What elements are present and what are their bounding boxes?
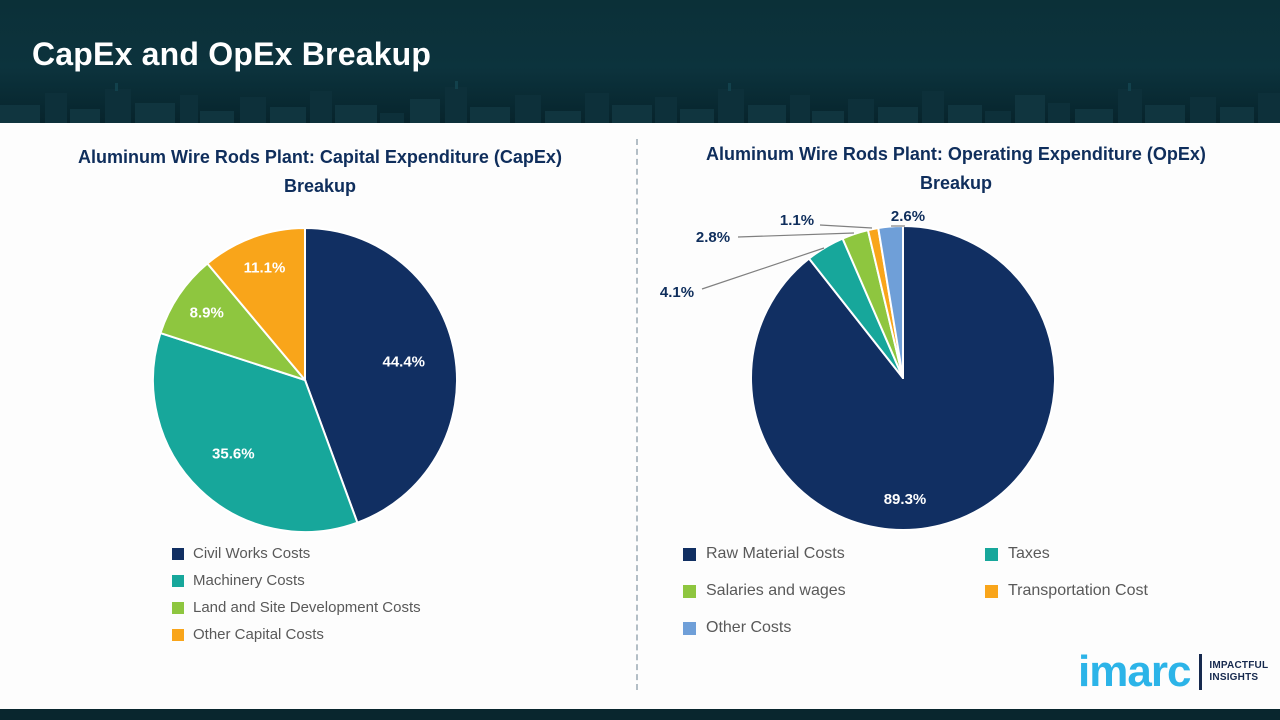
legend-swatch <box>172 628 184 641</box>
imarc-wordmark: imarc <box>1078 647 1191 696</box>
opex-title-line2: Breakup <box>919 173 993 193</box>
legend-label: Taxes <box>1008 545 1050 562</box>
pie-value-label: 1.1% <box>780 212 814 229</box>
legend-item: Taxes <box>985 543 1148 565</box>
tagline-line2: INSIGHTS <box>1209 672 1259 683</box>
opex-pie-chart: 89.3% 4.1% 2.8% 1.1% 2.6% <box>660 208 1056 531</box>
section-divider <box>636 139 638 690</box>
page-title: CapEx and OpEx Breakup <box>32 36 432 72</box>
legend-label: Other Capital Costs <box>193 626 324 643</box>
pie-slice <box>304 227 458 524</box>
imarc-logo: imarc IMPACTFUL INSIGHTS <box>1078 650 1268 694</box>
legend-item: Land and Site Development Costs <box>172 594 421 621</box>
capex-legend: Civil Works Costs Machinery Costs Land and… <box>172 540 421 648</box>
legend-swatch <box>985 547 998 561</box>
header: CapEx and OpEx Breakup <box>0 0 1280 123</box>
logo-divider-bar <box>1199 654 1203 690</box>
legend-item: Civil Works Costs <box>172 540 421 567</box>
city-skyline-graphic <box>0 81 1280 123</box>
legend-swatch <box>683 547 696 561</box>
opex-legend: Raw Material Costs Taxes Salaries and wage… <box>683 543 1148 639</box>
legend-label: Other Costs <box>706 619 792 636</box>
capex-chart-title: Aluminum Wire Rods Plant: Capital Expend… <box>18 143 622 201</box>
capex-title-line2: Breakup <box>283 176 357 196</box>
legend-item: Machinery Costs <box>172 567 421 594</box>
leader-line <box>737 232 855 238</box>
leader-line <box>701 247 825 290</box>
legend-swatch <box>172 547 184 560</box>
logo-tagline: IMPACTFUL INSIGHTS <box>1209 660 1268 685</box>
legend-label: Salaries and wages <box>706 582 846 599</box>
legend-item: Other Costs <box>683 617 985 639</box>
legend-swatch <box>172 601 184 614</box>
legend-label: Raw Material Costs <box>706 545 845 562</box>
opex-title-line1: Aluminum Wire Rods Plant: Operating Expe… <box>706 144 1206 164</box>
legend-item: Salaries and wages <box>683 580 985 602</box>
bottom-bar <box>0 709 1280 720</box>
legend-label: Transportation Cost <box>1008 582 1148 599</box>
legend-swatch <box>683 621 696 635</box>
capex-pie-chart: 44.4% 35.6% 8.9% 11.1% <box>152 227 458 533</box>
legend-swatch <box>985 584 998 598</box>
leader-line <box>819 224 873 229</box>
legend-item: Transportation Cost <box>985 580 1148 602</box>
legend-item: Raw Material Costs <box>683 543 985 565</box>
legend-swatch <box>172 574 184 587</box>
pie-slice <box>159 262 306 381</box>
pie-value-label: 2.8% <box>696 229 730 246</box>
pie-slice <box>206 227 306 381</box>
capex-title-line1: Aluminum Wire Rods Plant: Capital Expend… <box>78 147 562 167</box>
pie-slice <box>152 332 359 533</box>
pie-value-label: 35.6% <box>212 445 255 462</box>
opex-chart-title: Aluminum Wire Rods Plant: Operating Expe… <box>650 140 1262 198</box>
pie-value-label: 4.1% <box>660 284 694 301</box>
pie-value-label: 2.6% <box>891 208 925 225</box>
pie-value-label: 44.4% <box>382 353 425 370</box>
legend-item: Other Capital Costs <box>172 621 421 648</box>
pie-value-label: 89.3% <box>884 491 927 508</box>
legend-label: Machinery Costs <box>193 572 305 589</box>
pie-value-label: 11.1% <box>244 260 286 277</box>
tagline-line1: IMPACTFUL <box>1209 659 1269 671</box>
legend-swatch <box>683 584 696 598</box>
legend-label: Civil Works Costs <box>193 545 311 562</box>
legend-label: Land and Site Development Costs <box>193 599 421 616</box>
pie-value-label: 8.9% <box>190 305 224 322</box>
